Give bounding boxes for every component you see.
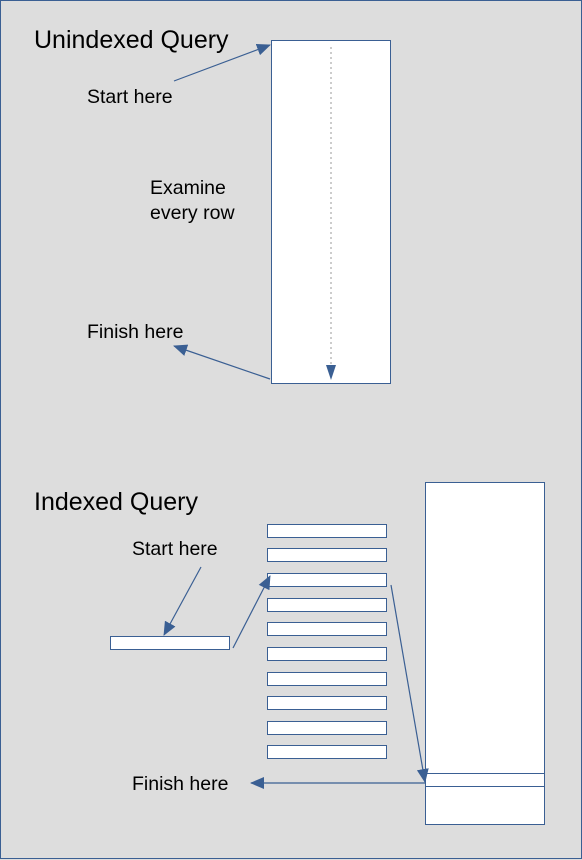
indexed-start-label: Start here [132,538,218,560]
indexed-finish-label: Finish here [132,773,228,795]
indexed-start-arrow [163,566,202,636]
unindexed-start-label: Start here [87,86,173,108]
unindexed-finish-arrow [173,344,271,380]
index-entry [267,696,387,710]
index-entry [267,622,387,636]
examine-label-line1: Examine [150,177,226,199]
index-entry [267,524,387,538]
index-entries [267,524,387,759]
unindexed-finish-label: Finish here [87,321,183,343]
examine-label-line2: every row [150,202,235,224]
index-entry-match [267,573,387,587]
search-key-box [110,636,230,650]
key-to-index-arrow [232,575,271,649]
scan-arrowhead [326,365,336,380]
unindexed-start-arrow [173,43,271,82]
unindexed-title: Unindexed Query [34,26,229,54]
indexed-title: Indexed Query [34,488,198,516]
index-entry [267,548,387,562]
index-entry [267,672,387,686]
index-entry [267,647,387,661]
matched-row [425,773,545,787]
index-entry [267,745,387,759]
index-entry [267,721,387,735]
indexed-table [425,482,545,825]
index-to-row-arrow [390,584,429,783]
index-entry [267,598,387,612]
